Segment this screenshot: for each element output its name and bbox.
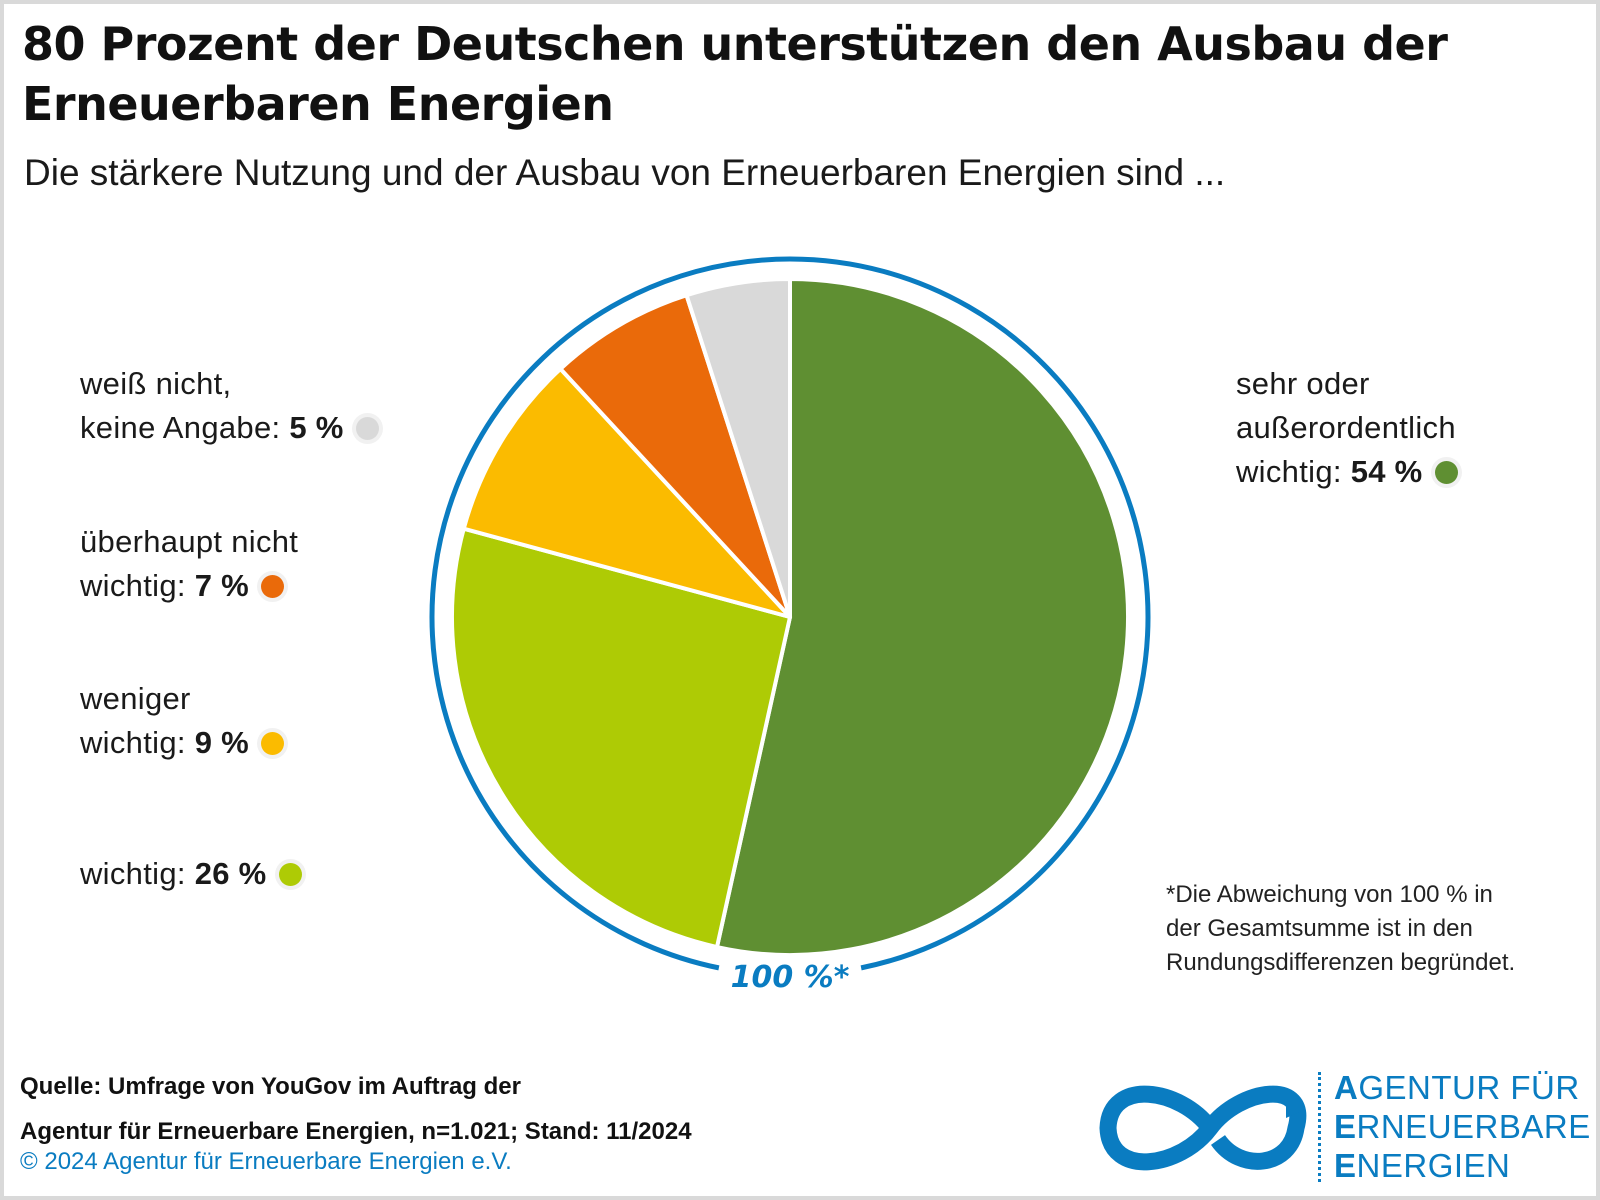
chart-subtitle: Die stärkere Nutzung und der Ausbau von … [24,152,1226,193]
legend-label: weiß nicht, keine Angabe: [80,366,281,445]
legend-label: sehr oder außerordentlich wichtig: [1236,366,1456,489]
legend-item-weniger-wichtig: weniger wichtig: 9 % [80,677,285,765]
legend-label: weniger wichtig: [80,681,191,760]
outer-ring [429,256,1151,971]
pie-chart: 100 %* [429,256,1151,995]
copyright-note: © 2024 Agentur für Erneuerbare Energien … [20,1148,512,1175]
legend-value: 26 % [194,856,267,891]
legend-value: 7 % [194,568,250,603]
pie-slice-2 [461,366,792,619]
legend-item-sehr-wichtig: sehr oder außerordentlich wichtig: 54 % [1236,362,1458,494]
total-label: 100 %* [731,960,850,995]
logo-line-2: ERNEUERBARE [1334,1108,1591,1145]
pie-slice-4 [684,277,792,619]
legend-dot-wichtig [278,863,302,886]
legend-dot-ueberhaupt-nicht-wichtig [261,575,285,598]
logo-divider [1318,1072,1321,1182]
legend-dot-weniger-wichtig [261,732,285,755]
pie-slice-3 [558,293,792,619]
legend-value: 5 % [289,410,344,445]
pie-slice-0 [714,277,1130,957]
source-note: Quelle: Umfrage von YouGov im Auftrag de… [20,1073,692,1145]
infinity-logo-icon [1099,1085,1307,1171]
legend-value: 9 % [194,725,250,760]
legend-label: wichtig: [80,856,195,891]
legend-label: überhaupt nicht wichtig: [80,524,299,603]
footnote: *Die Abweichung von 100 % in der Gesamts… [1166,881,1516,976]
legend-item-wichtig: wichtig: 26 % [80,852,302,896]
legend-item-weiss-nicht: weiß nicht, keine Angabe: 5 % [80,362,379,450]
logo-wordmark: AGENTUR FÜR ERNEUERBARE ENERGIEN [1334,1068,1591,1185]
legend-dot-weiss-nicht [355,417,379,440]
chart-title: 80 Prozent der Deutschen unterstützen de… [22,17,1448,131]
legend-item-ueberhaupt-nicht-wichtig: überhaupt nicht wichtig: 7 % [80,520,298,608]
logo-line-1: AGENTUR FÜR [1334,1069,1580,1106]
legend-value: 54 % [1350,454,1423,489]
legend-dot-sehr-wichtig [1434,461,1458,484]
pie-slice-1 [450,526,792,950]
logo-line-3: ENERGIEN [1334,1147,1511,1184]
